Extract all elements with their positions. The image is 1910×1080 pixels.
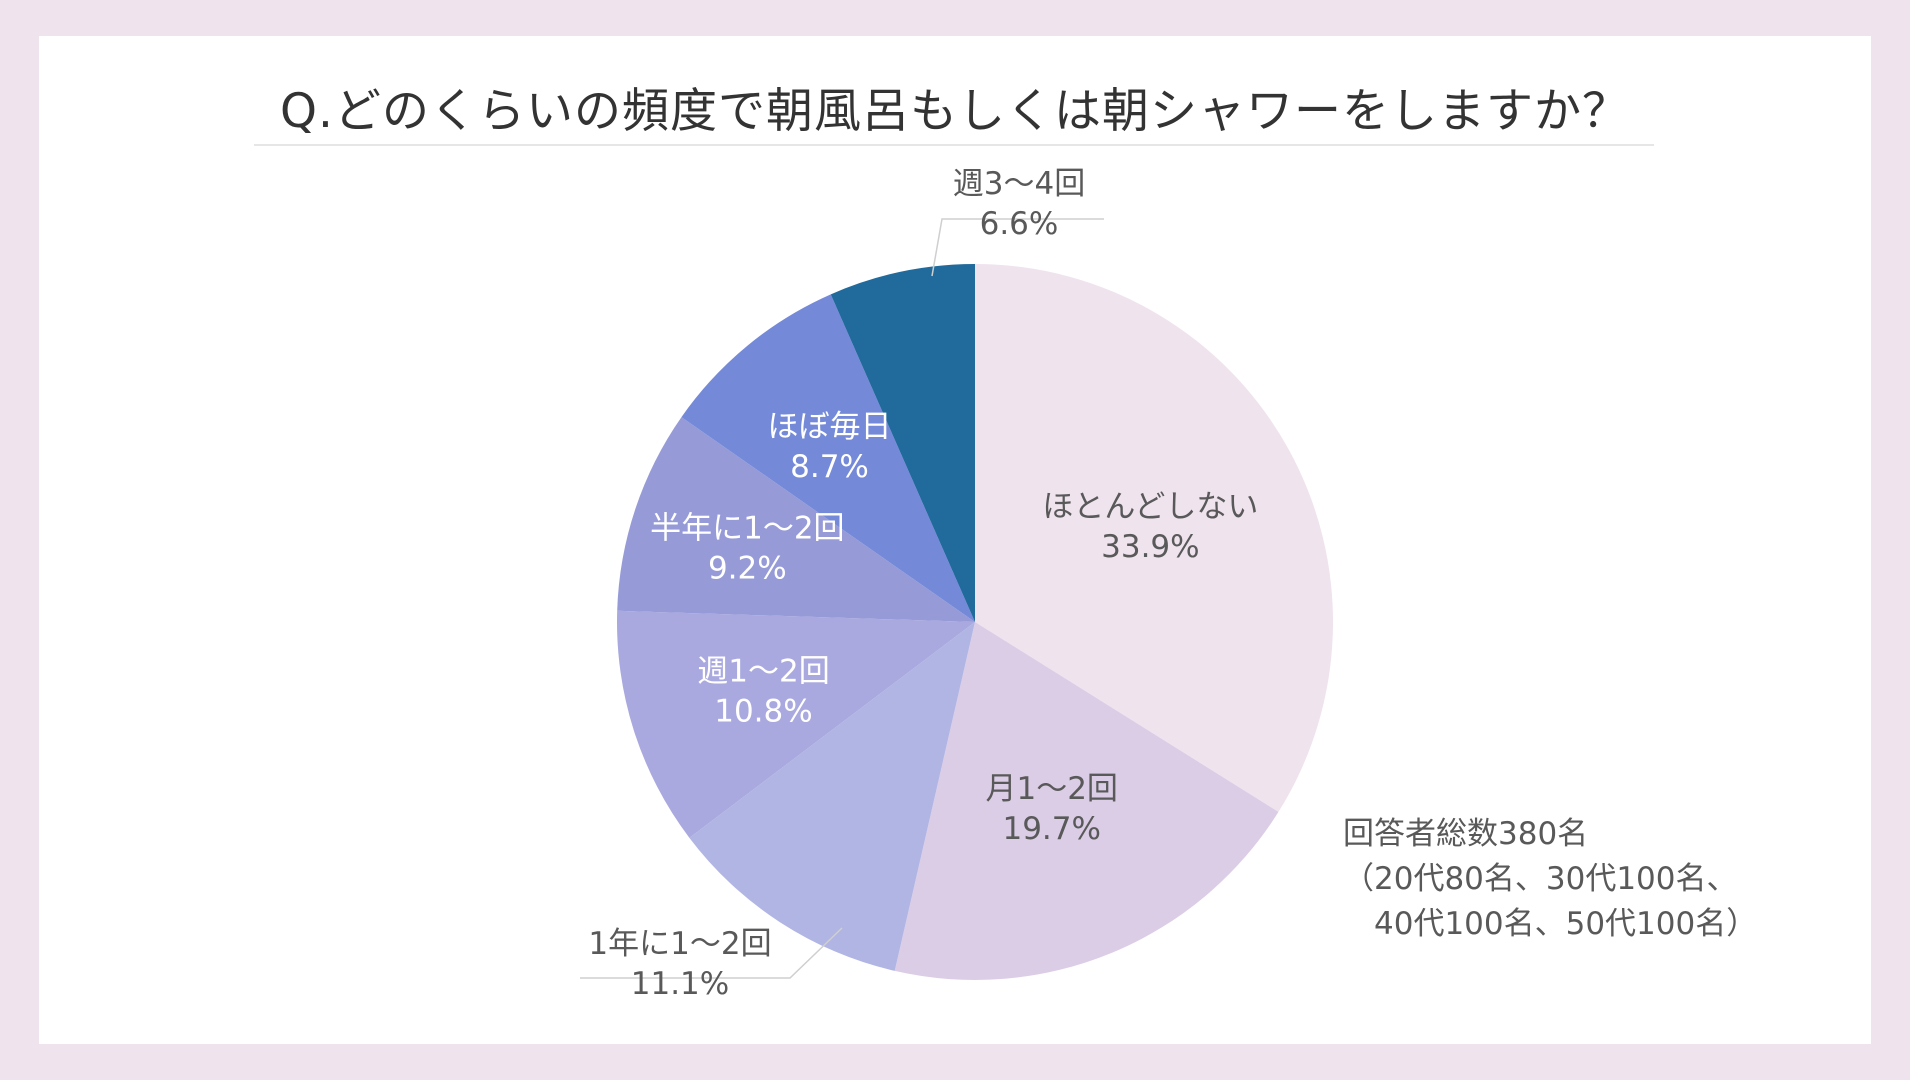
slice-category-label: 半年に1〜2回 [650,510,844,546]
leader-lines [580,218,1104,979]
respondent-total: 回答者総数380名 [1343,816,1589,852]
slice-value-label: 19.7% [1002,811,1100,847]
leader-line [931,218,1104,277]
slice-category-label: ほぼ毎日 [768,409,892,445]
slice-value-label: 33.9% [1101,529,1199,565]
chart-title: Q.どのくらいの頻度で朝風呂もしくは朝シャワーをしますか？ [280,84,1630,139]
leader-line [580,927,843,979]
pie-slice [616,610,975,838]
slice-category-label: 週1〜2回 [697,653,829,689]
slice-category-label: ほとんどしない [1042,489,1258,525]
pie-slices [616,264,1333,980]
slice-value-label: 11.1% [631,966,729,1002]
respondent-breakdown-1: （20代80名、30代100名、 [1343,861,1738,897]
pie-slice [894,622,1279,980]
slice-category-label: 週3〜4回 [953,166,1085,202]
slice-category-label: 1年に1〜2回 [588,926,771,962]
pie-slice [681,294,975,622]
pie-slice [975,264,1333,812]
slice-value-label: 10.8% [714,693,812,729]
respondent-note: 回答者総数380名 （20代80名、30代100名、 40代100名、50代10… [1343,812,1863,947]
pie-slice [689,622,975,971]
pie-slice [830,264,975,622]
respondent-breakdown-2: 40代100名、50代100名） [1343,906,1758,942]
slice-labels: ほとんどしない 33.9% 月1〜2回 19.7% 1年に1〜2回 11.1% 週1〜2回 1… [588,166,1258,1002]
slice-category-label: 月1〜2回 [985,771,1117,807]
slice-value-label: 8.7% [790,449,869,485]
slice-value-label: 6.6% [980,206,1059,242]
pie-slice [617,417,975,622]
title-divider [254,144,1654,146]
slice-value-label: 9.2% [708,550,787,586]
